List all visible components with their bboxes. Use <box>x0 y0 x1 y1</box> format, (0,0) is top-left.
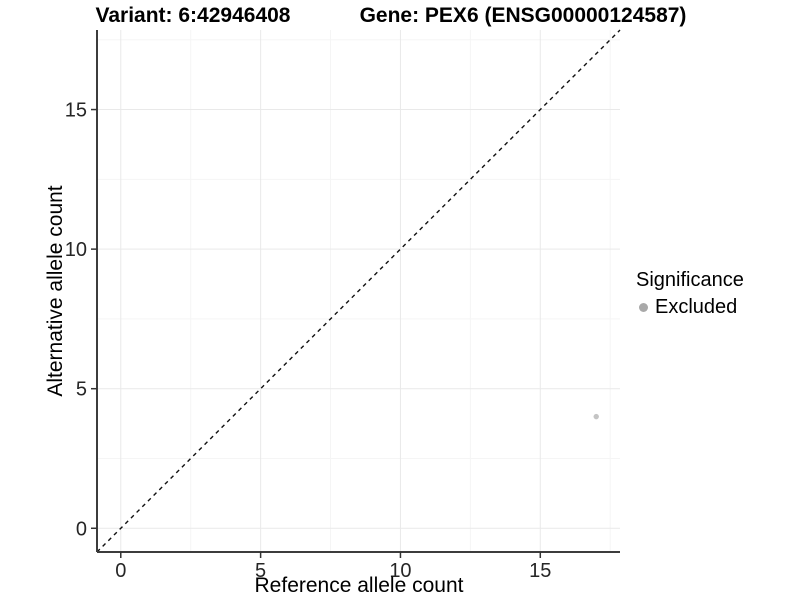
legend-item-excluded: Excluded <box>636 296 744 319</box>
y-tick-label: 10 <box>65 239 87 261</box>
legend-item-label: Excluded <box>655 296 738 318</box>
y-tick-label: 15 <box>65 100 87 122</box>
data-point <box>593 413 599 420</box>
legend-point-icon <box>639 303 648 312</box>
x-tick-label: 5 <box>255 560 266 582</box>
legend-title: Significance <box>636 269 744 291</box>
x-axis-title: Reference allele count <box>254 574 464 597</box>
plot-title-variant: Variant: 6:42946408 <box>95 4 291 27</box>
identity-dashed-line <box>96 29 621 553</box>
x-tick-label: 10 <box>389 560 411 582</box>
x-tick-label: 15 <box>529 560 551 582</box>
y-tick-label: 0 <box>76 518 87 540</box>
x-tick-label: 0 <box>115 560 126 582</box>
legend: Significance Excluded <box>636 269 744 319</box>
plot-title-gene: Gene: PEX6 (ENSG00000124587) <box>359 4 687 27</box>
y-tick-label: 5 <box>76 379 87 401</box>
y-axis-title: Alternative allele count <box>44 185 67 397</box>
